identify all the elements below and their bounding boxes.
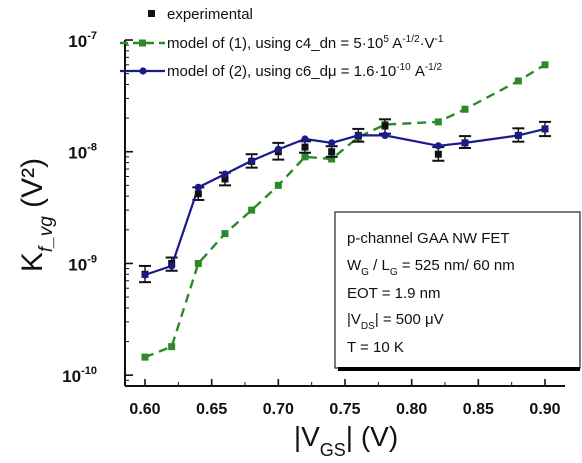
series-model2-point — [274, 145, 282, 153]
series-model2-point — [434, 142, 442, 150]
info-line-3: EOT = 1.9 nm — [347, 285, 441, 302]
info-box-frame — [334, 211, 581, 369]
series-layer — [139, 61, 551, 361]
legend: experimental model of (1), using c4_dn =… — [120, 6, 444, 80]
y-tick-label: 10-10 — [62, 365, 97, 386]
series-model2-point — [194, 183, 202, 191]
x-tick-label: 0.75 — [329, 401, 360, 418]
y-axis-title-rest: (V²) — [16, 158, 49, 216]
series-model1-point — [461, 105, 469, 113]
axes: 0.60 0.65 0.70 0.75 0.80 0.85 0.90 10-1010-910… — [62, 30, 565, 418]
series-experimental-point — [434, 150, 442, 158]
x-tick-label: 0.85 — [463, 401, 494, 418]
series-model1-point — [141, 353, 149, 361]
series-model1-point — [301, 153, 309, 161]
info-line-2: WG / LG = 525 nm/ 60 nm — [347, 257, 515, 278]
y-ticks: 10-10 10-9 10-8 10-7 — [62, 30, 133, 387]
x-axis-title-pre: |V — [294, 421, 320, 452]
series-experimental-point — [194, 190, 202, 198]
series-model2-point — [168, 262, 176, 270]
legend-marker-experimental — [148, 10, 155, 17]
series-model1-point — [328, 155, 336, 163]
svg-text:|VGS| (V): |VGS| (V) — [294, 421, 398, 460]
series-model1-point — [221, 230, 229, 238]
series-model2-point — [381, 131, 389, 139]
x-axis-title-post: | (V) — [346, 421, 398, 452]
x-tick-label: 0.90 — [529, 401, 560, 418]
series-model1-point — [194, 259, 202, 267]
legend-label-experimental: experimental — [167, 6, 253, 23]
series-model1-line — [144, 63, 546, 359]
x-ticks: 0.60 0.65 0.70 0.75 0.80 0.85 0.90 — [129, 379, 561, 418]
series-model2-point — [248, 157, 256, 165]
info-box: p-channel GAA NW FET WG / LG = 525 nm/ 6… — [334, 211, 581, 371]
x-tick-label: 0.60 — [129, 401, 160, 418]
series-model1-point — [514, 77, 522, 85]
y-axis-title: Kf_vg (V²) — [16, 158, 57, 272]
legend-marker-model2 — [139, 67, 147, 75]
series-model1-point — [434, 118, 442, 126]
series-experimental-point — [301, 143, 309, 151]
info-line-4: |VDS| = 500 μV — [347, 311, 444, 332]
series-experimental-point — [381, 122, 389, 130]
series-model1-point — [541, 61, 549, 69]
info-line-5: T = 10 K — [347, 339, 404, 356]
series-model2-point — [541, 125, 549, 133]
series-model1-point — [274, 181, 282, 189]
info-line-1: p-channel GAA NW FET — [347, 230, 510, 247]
y-axis-title-sub: f_vg — [36, 216, 57, 252]
x-tick-label: 0.70 — [263, 401, 294, 418]
series-experimental-point — [221, 175, 229, 183]
series-model2-point — [514, 131, 522, 139]
x-axis-title: |VGS| (V) — [294, 421, 398, 460]
x-tick-label: 0.65 — [196, 401, 227, 418]
x-tick-label: 0.80 — [396, 401, 427, 418]
y-tick-label: 10-7 — [68, 30, 97, 51]
svg-text:Kf_vg (V²): Kf_vg (V²) — [16, 158, 57, 272]
series-model2-line — [144, 127, 546, 276]
series-model2-point — [141, 271, 149, 279]
legend-marker-model1 — [139, 39, 146, 47]
series-model2-point — [301, 135, 309, 143]
series-model2-point — [354, 131, 362, 139]
legend-label-model1: model of (1), using c4_dn = 5·105 A-1/2·… — [167, 34, 444, 52]
y-tick-label: 10-8 — [68, 142, 97, 163]
series-experimental-point — [328, 148, 336, 156]
y-tick-label: 10-9 — [68, 253, 97, 274]
series-model2-point — [328, 139, 336, 147]
series-model1-point — [248, 206, 256, 214]
series-model2-point — [461, 139, 469, 147]
y-axis-title-main: K — [16, 252, 49, 272]
series-model1-point — [168, 343, 176, 351]
x-axis-title-sub: GS — [320, 440, 346, 460]
legend-label-model2: model of (2), using c6_dμ = 1.6·10-10 A-… — [167, 62, 443, 80]
series-model2-point — [221, 170, 229, 178]
